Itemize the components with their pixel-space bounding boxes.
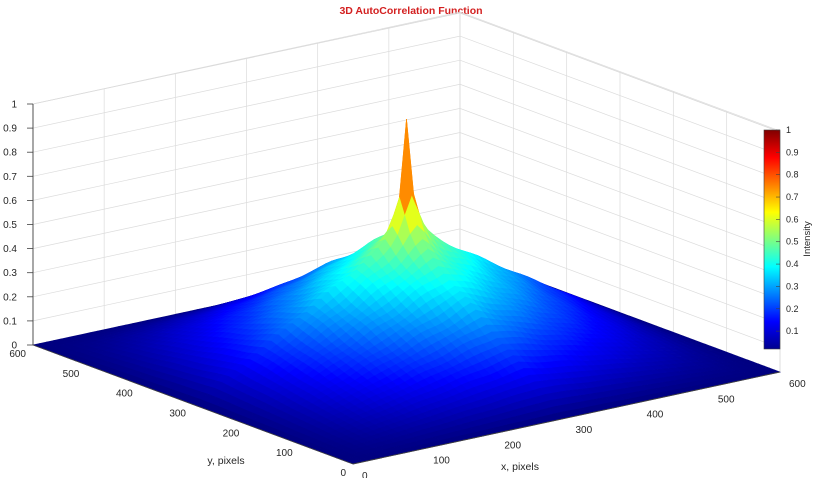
z-tick-label: 0.5 <box>3 220 17 231</box>
y-tick-label: 400 <box>116 389 133 400</box>
colorbar-tick-label: 0.2 <box>786 304 799 314</box>
colorbar-tick-label: 0.9 <box>786 147 799 157</box>
grid-lines <box>32 11 781 373</box>
z-tick-label: 0.1 <box>3 316 17 327</box>
colorbar-ticks: 0.1 0.2 0.3 0.4 0.5 0.6 0.7 0.8 0.9 1 <box>776 125 799 336</box>
z-tick-label: 0.4 <box>3 244 17 255</box>
y-tick-label: 300 <box>169 409 186 420</box>
z-tick-label: 0.7 <box>3 172 17 183</box>
colorbar-tick-label: 0.3 <box>786 281 799 291</box>
y-tick-label: 0 <box>340 468 346 478</box>
colorbar-tick-label: 1 <box>786 125 791 135</box>
y-tick-label: 200 <box>223 428 240 439</box>
chart-title: 3D AutoCorrelation Function <box>339 5 482 17</box>
x-tick-label: 0 <box>362 471 368 478</box>
colorbar-label: Intensity <box>802 221 813 257</box>
z-tick-label: 0.8 <box>3 148 17 159</box>
colorbar: 0.1 0.2 0.3 0.4 0.5 0.6 0.7 0.8 0.9 1 Intensity <box>763 125 813 350</box>
z-tick-label: 0.6 <box>3 196 17 207</box>
x-tick-label: 200 <box>504 440 521 451</box>
colorbar-tick-label: 0.6 <box>786 214 799 224</box>
x-tick-label: 300 <box>576 425 593 436</box>
x-tick-label: 500 <box>718 394 735 405</box>
colorbar-tick-label: 0.8 <box>786 170 799 180</box>
z-tick-label: 0.9 <box>3 124 17 135</box>
y-axis-line <box>32 344 354 465</box>
y-tick-label: 500 <box>63 369 80 380</box>
x-axis-label: x, pixels <box>501 461 539 473</box>
colorbar-tick-label: 0.5 <box>786 237 799 247</box>
tick-labels: 0 0.1 0.2 0.3 0.4 0.5 0.6 0.7 0.8 0.9 1 0 100 200 300 4… <box>3 100 806 478</box>
y-axis-label: y, pixels <box>207 455 244 467</box>
z-tick-label: 0 <box>11 341 17 352</box>
z-tick-label: 0.3 <box>3 268 17 279</box>
surface-plot <box>31 118 782 465</box>
colorbar-tick-label: 0.4 <box>786 259 799 269</box>
z-tick-label: 1 <box>11 100 17 111</box>
y-tick-label: 100 <box>276 448 293 459</box>
colorbar-tick-label: 0.1 <box>786 326 799 336</box>
colorbar-tick-label: 0.7 <box>786 192 799 202</box>
x-tick-label: 100 <box>433 456 450 467</box>
colorbar-gradient <box>763 129 781 350</box>
z-tick-label: 0.2 <box>3 292 17 303</box>
x-tick-label: 600 <box>789 379 806 390</box>
x-tick-label: 400 <box>647 410 664 421</box>
x-axis-line <box>352 371 781 465</box>
y-tick-label: 600 <box>9 349 26 360</box>
